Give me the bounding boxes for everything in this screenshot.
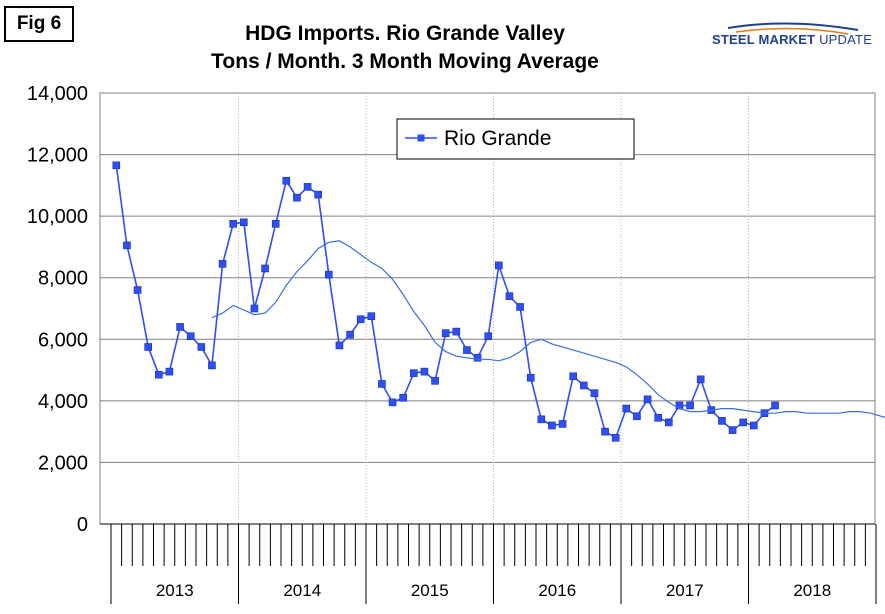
data-point [558,420,567,428]
data-point [123,241,131,250]
y-tick-label: 2,000 [38,452,88,474]
data-point [665,418,673,427]
y-tick-label: 14,000 [27,83,88,105]
data-point [463,346,471,354]
data-point [314,190,322,199]
data-point [240,218,248,227]
data-point [282,176,291,185]
data-point [516,303,524,311]
data-point [399,393,407,402]
chart-title-line-2: Tons / Month. 3 Month Moving Average [211,50,599,73]
data-point [750,421,758,430]
data-point [303,183,312,191]
data-point [410,369,418,377]
data-point [696,375,705,384]
data-point [346,330,354,339]
data-point [526,373,535,382]
y-tick-labels: 0 2,000 4,000 6,000 8,000 10,000 12,000 14,000 [27,83,88,536]
data-point [633,412,641,421]
data-point [133,286,142,294]
data-point [728,426,737,434]
steel-market-update-logo: STEEL MARKET UPDATE [708,20,883,66]
year-label: 2014 [283,581,321,600]
series-layer [112,161,885,442]
year-label: 2013 [156,581,194,600]
data-point [155,370,163,379]
year-label: 2018 [793,581,831,600]
data-point [548,421,556,430]
year-label: 2016 [538,581,576,600]
y-tick-label: 6,000 [38,329,88,351]
data-point [197,343,206,351]
x-axis: 2013 2014 2015 2016 2017 2018 [100,523,877,604]
data-point [739,418,747,427]
chart-title-line-1: HDG Imports. Rio Grande Valley [245,22,565,45]
data-point [271,220,280,228]
logo-word-update: UPDATE [819,32,873,47]
data-point [293,193,301,202]
data-point [622,404,631,413]
series-line-1 [211,240,885,418]
data-point [250,304,259,313]
data-point [420,367,429,376]
figure-label: Fig 6 [4,6,74,42]
data-point [484,332,492,341]
data-point [165,367,174,376]
data-point [229,220,237,228]
data-point [505,292,514,300]
data-point [452,327,461,336]
data-point [112,161,121,170]
data-point [611,433,620,442]
data-point [367,312,376,320]
legend-swatch-marker [417,134,425,142]
data-point [431,377,439,385]
data-point [218,260,227,268]
chart-title: HDG Imports. Rio Grande Valley Tons / Mo… [160,20,650,76]
data-point [335,341,344,350]
data-point [601,427,609,436]
legend-box [396,118,635,160]
data-point [590,389,599,397]
data-point [208,361,216,370]
data-point [441,329,450,337]
data-point [388,398,397,407]
y-tick-label: 0 [77,514,88,536]
data-point [356,315,365,324]
year-label: 2015 [411,581,449,600]
y-tick-label: 4,000 [38,391,88,413]
y-tick-label: 10,000 [27,206,88,228]
data-point [144,343,152,351]
data-point [643,395,652,404]
year-label: 2017 [666,581,704,600]
data-point [261,264,269,273]
data-point [686,401,694,410]
data-point [654,413,662,422]
data-point [325,270,333,279]
data-point [580,381,588,390]
logo-word-steel-market: STEEL MARKET [712,32,816,47]
data-point [186,332,195,341]
data-point [771,401,779,410]
data-point [569,372,577,381]
y-tick-label: 12,000 [27,145,88,167]
legend: Rio Grande [396,118,635,160]
legend-label: Rio Grande [444,127,551,150]
logo-swoosh-icon [727,22,859,35]
data-point [378,380,386,388]
y-tick-label: 8,000 [38,268,88,290]
data-point [675,401,684,410]
data-point [176,323,184,331]
data-point [537,415,546,424]
data-point [473,353,482,362]
data-point [718,417,726,425]
data-point [495,261,503,270]
